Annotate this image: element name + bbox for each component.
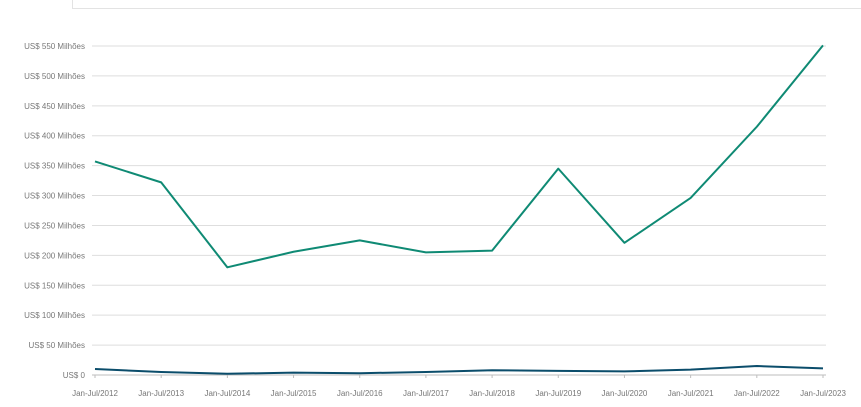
y-tick-label: US$ 200 Milhões: [24, 251, 85, 260]
data-point[interactable]: [622, 369, 627, 374]
y-tick-label: US$ 550 Milhões: [24, 42, 85, 51]
x-tick-label: Jan-Jul/2012: [72, 389, 118, 398]
x-tick-label: Jan-Jul/2017: [403, 389, 449, 398]
y-tick-label: US$ 350 Milhões: [24, 162, 85, 171]
x-tick-label: Jan-Jul/2022: [734, 389, 780, 398]
x-tick-label: Jan-Jul/2023: [800, 389, 846, 398]
data-point[interactable]: [688, 195, 693, 200]
data-point[interactable]: [93, 367, 98, 372]
data-point[interactable]: [556, 368, 561, 373]
data-point[interactable]: [357, 371, 362, 376]
data-point[interactable]: [423, 250, 428, 255]
data-point[interactable]: [490, 248, 495, 253]
y-axis-ticks: US$ 0 US$ 50 Milhões US$ 100 Milhões US$ 15…: [24, 42, 85, 380]
y-tick-label: US$ 250 Milhões: [24, 221, 85, 230]
data-point[interactable]: [357, 238, 362, 243]
x-tick-label: Jan-Jul/2018: [469, 389, 515, 398]
data-point[interactable]: [821, 366, 826, 371]
y-tick-label: US$ 0: [63, 371, 86, 380]
tab-divider: [72, 8, 861, 9]
data-point[interactable]: [291, 370, 296, 375]
series-line-2: [94, 365, 824, 375]
x-tick-label: Jan-Jul/2020: [602, 389, 648, 398]
data-point[interactable]: [556, 166, 561, 171]
data-point[interactable]: [225, 371, 230, 376]
x-tick-label: Jan-Jul/2019: [535, 389, 581, 398]
y-tick-label: US$ 100 Milhões: [24, 311, 85, 320]
x-tick-label: Jan-Jul/2016: [337, 389, 383, 398]
x-tick-label: Jan-Jul/2021: [668, 389, 714, 398]
gridlines: [92, 45, 826, 376]
data-point[interactable]: [688, 367, 693, 372]
data-point[interactable]: [754, 124, 759, 129]
data-point[interactable]: [622, 240, 627, 245]
x-axis-ticks: Jan-Jul/2012 Jan-Jul/2013 Jan-Jul/2014 Jan-…: [72, 375, 846, 398]
data-point[interactable]: [93, 159, 98, 164]
x-tick-label: Jan-Jul/2013: [138, 389, 184, 398]
y-tick-label: US$ 400 Milhões: [24, 132, 85, 141]
data-point[interactable]: [490, 368, 495, 373]
x-tick-label: Jan-Jul/2014: [204, 389, 250, 398]
data-point[interactable]: [423, 370, 428, 375]
tab-strip: [0, 0, 73, 8]
series-line-1: [94, 44, 824, 269]
y-tick-label: US$ 300 Milhões: [24, 192, 85, 201]
y-tick-label: US$ 450 Milhões: [24, 102, 85, 111]
y-tick-label: US$ 500 Milhões: [24, 72, 85, 81]
data-point[interactable]: [821, 43, 826, 48]
data-point[interactable]: [225, 265, 230, 270]
y-tick-label: US$ 50 Milhões: [29, 341, 85, 350]
data-point[interactable]: [159, 180, 164, 185]
data-point[interactable]: [159, 370, 164, 375]
series-lines: [93, 43, 826, 376]
y-tick-label: US$ 150 Milhões: [24, 281, 85, 290]
x-tick-label: Jan-Jul/2015: [271, 389, 317, 398]
data-point[interactable]: [754, 364, 759, 369]
data-point[interactable]: [291, 249, 296, 254]
